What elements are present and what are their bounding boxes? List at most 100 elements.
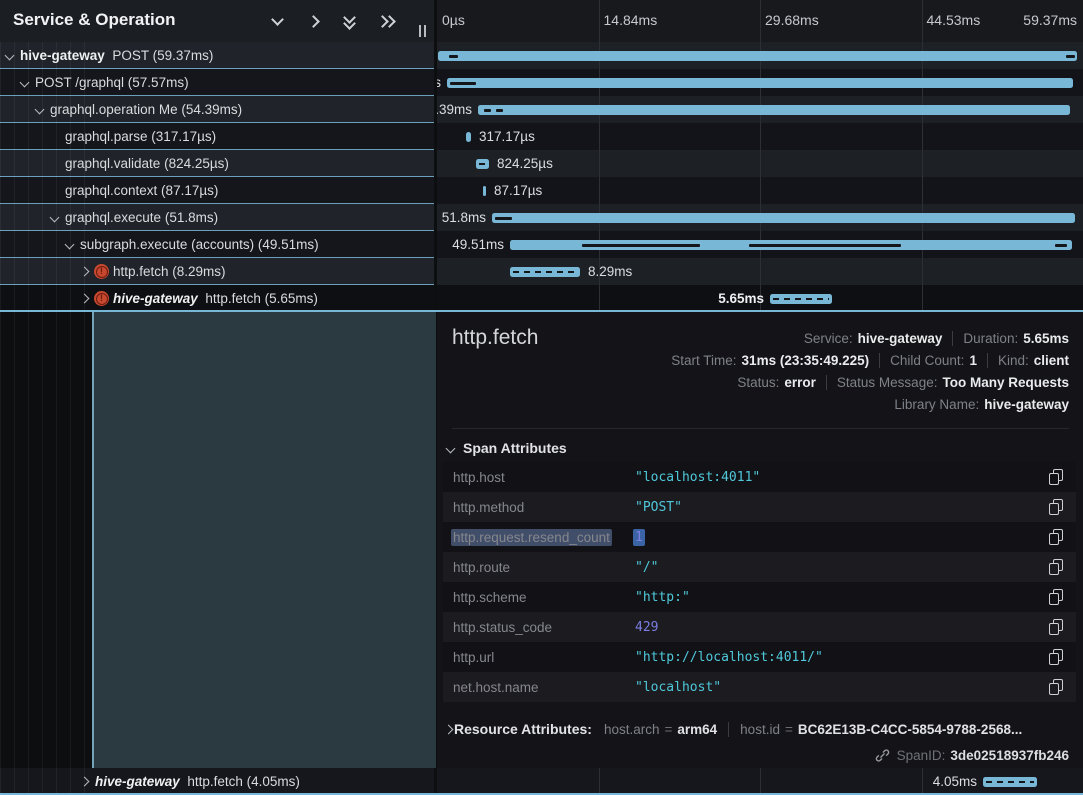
span-duration-bar[interactable]: [510, 240, 1072, 250]
chevron-down-icon[interactable]: [19, 77, 30, 88]
attribute-key-text: net.host.name: [453, 679, 539, 695]
copy-icon[interactable]: [1048, 559, 1064, 575]
span-duration-bar[interactable]: [447, 78, 1073, 88]
span-duration-bar[interactable]: [510, 267, 580, 277]
attribute-value: 429: [635, 620, 1048, 635]
equals-sign: =: [784, 721, 793, 737]
chevron-right-icon[interactable]: [79, 776, 90, 787]
bar-duration-label: 57.57ms: [437, 75, 441, 90]
span-tree-row[interactable]: POST /graphql (57.57ms): [0, 69, 434, 96]
copy-icon[interactable]: [1048, 589, 1064, 605]
panel-title: Service & Operation: [13, 10, 176, 29]
timeline-tick: 14.84ms: [603, 12, 658, 28]
copy-icon[interactable]: [1048, 619, 1064, 635]
span-operation-label: http.fetch (4.05ms): [187, 774, 300, 789]
link-icon: [875, 749, 889, 762]
span-tree-row[interactable]: graphql.parse (317.17µs): [0, 123, 434, 150]
span-detail-panel: http.fetch Service: hive-gateway Duration:…: [437, 312, 1083, 768]
span-duration-bar[interactable]: [492, 213, 1075, 223]
span-row-text: hive-gateway POST (59.37ms): [20, 42, 213, 69]
chevron-down-icon[interactable]: [49, 212, 60, 223]
attribute-key: http.status_code: [453, 620, 635, 635]
span-row-text: graphql.execute (51.8ms): [65, 204, 218, 231]
span-tree-row[interactable]: graphql.validate (824.25µs): [0, 150, 434, 177]
error-icon: [94, 264, 109, 279]
span-operation-label: graphql.execute (51.8ms): [65, 210, 219, 225]
span-tree-row[interactable]: hive-gateway POST (59.37ms): [0, 42, 434, 69]
span-tree-row[interactable]: hive-gateway http.fetch (5.65ms): [0, 285, 434, 312]
meta-divider: [986, 352, 988, 368]
copy-icon[interactable]: [1048, 469, 1064, 485]
chevron-right-icon[interactable]: [79, 293, 90, 304]
copy-icon[interactable]: [1048, 679, 1064, 695]
attribute-key-text: http.host: [453, 469, 505, 485]
chevron-right-icon[interactable]: [79, 266, 90, 277]
timeline-gridline: [921, 768, 923, 795]
span-tree-row[interactable]: graphql.operation Me (54.39ms): [0, 96, 434, 123]
span-tree-row[interactable]: graphql.execute (51.8ms): [0, 204, 434, 231]
span-operation-label: http.fetch (8.29ms): [113, 264, 226, 279]
chevron-down-icon[interactable]: [64, 239, 75, 250]
bar-duration-label: 8.29ms: [588, 264, 633, 279]
bar-duration-label: 54.39ms: [437, 102, 472, 117]
meta-value: hive-gateway: [857, 330, 943, 346]
span-row-text: hive-gateway http.fetch (5.65ms): [113, 285, 318, 312]
attribute-row: http.scheme "http:": [443, 582, 1076, 612]
meta-divider: [952, 330, 954, 346]
attribute-value: "localhost:4011": [635, 470, 1048, 485]
attribute-row: http.host "localhost:4011": [443, 462, 1076, 492]
meta-label: Library Name:: [894, 396, 980, 412]
attribute-row: net.host.name "localhost": [443, 672, 1076, 702]
span-row-text: hive-gateway http.fetch (4.05ms): [95, 768, 300, 795]
chevron-down-icon: [445, 443, 456, 453]
span-tree-row[interactable]: http.fetch (8.29ms): [0, 258, 434, 285]
attribute-value: "http://localhost:4011/": [635, 650, 1048, 665]
bar-self-time-mark: [1055, 243, 1067, 247]
collapse-one-icon[interactable]: [270, 13, 286, 28]
bar-self-time-mark: [582, 243, 700, 247]
span-id-row: SpanID: 3de02518937fb246: [875, 748, 1069, 763]
panel-splitter-handle[interactable]: [419, 25, 431, 39]
attribute-row: http.method "POST": [443, 492, 1076, 522]
span-duration-bar[interactable]: [770, 294, 832, 304]
resource-key: host.id: [740, 721, 780, 737]
copy-icon[interactable]: [1048, 499, 1064, 515]
meta-label: Status:: [737, 374, 780, 390]
meta-divider: [825, 374, 827, 390]
bar-self-time-mark: [749, 243, 901, 247]
chevron-down-icon[interactable]: [4, 50, 15, 61]
span-duration-bar[interactable]: [476, 159, 489, 169]
copy-icon[interactable]: [1048, 649, 1064, 665]
span-service-name: hive-gateway: [20, 48, 105, 63]
attribute-value-text: 1: [633, 528, 645, 546]
attribute-key: http.url: [453, 650, 635, 665]
bar-self-time-mark: [449, 54, 458, 58]
span-duration-bar[interactable]: [478, 105, 1070, 115]
attribute-row: http.request.resend_count 1: [443, 522, 1076, 552]
span-tree-row[interactable]: hive-gateway http.fetch (4.05ms): [0, 768, 434, 795]
span-duration-bar[interactable]: [466, 132, 471, 142]
span-duration-bar[interactable]: [983, 777, 1037, 787]
resource-attributes-row[interactable]: Resource Attributes: host.arch = arm64 host…: [445, 716, 1069, 742]
span-row-text: graphql.context (87.17µs): [65, 177, 218, 204]
span-attributes-header[interactable]: Span Attributes: [445, 440, 567, 456]
span-operation-label: graphql.parse (317.17µs): [65, 129, 217, 144]
bar-duration-label: 317.17µs: [479, 129, 535, 144]
detail-divider: [452, 428, 1069, 429]
span-duration-bar[interactable]: [438, 51, 1077, 61]
detail-span-title: http.fetch: [452, 326, 539, 349]
error-icon: [94, 291, 109, 306]
expand-all-icon[interactable]: [376, 14, 396, 28]
span-timeline-row: 5.65ms: [437, 285, 1083, 312]
span-tree-row[interactable]: subgraph.execute (accounts) (49.51ms): [0, 231, 434, 258]
chevron-down-icon[interactable]: [34, 104, 45, 115]
copy-icon[interactable]: [1048, 529, 1064, 545]
attribute-row: http.status_code 429: [443, 612, 1076, 642]
collapse-all-icon[interactable]: [342, 11, 358, 30]
attribute-key-text: http.request.resend_count: [451, 528, 612, 546]
expand-one-icon[interactable]: [306, 14, 322, 28]
span-tree-row[interactable]: graphql.context (87.17µs): [0, 177, 434, 204]
span-duration-bar[interactable]: [483, 186, 486, 196]
bar-duration-label: 87.17µs: [494, 183, 543, 198]
